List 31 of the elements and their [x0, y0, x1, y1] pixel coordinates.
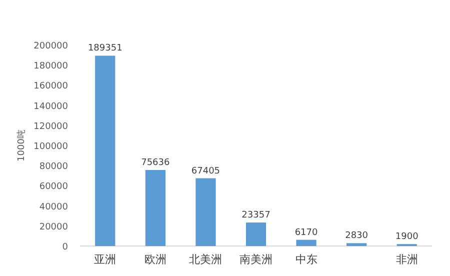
y-tick-label: 0 [62, 242, 68, 252]
x-tick-label: 中东 [295, 253, 318, 266]
data-label: 189351 [88, 44, 122, 54]
bar [346, 243, 367, 246]
x-tick-label: 亚洲 [94, 253, 116, 266]
y-tick-label: 160000 [34, 82, 68, 92]
x-tick-label: 南美洲 [240, 253, 272, 266]
y-tick-label: 60000 [39, 182, 68, 192]
data-label: 67405 [191, 166, 220, 176]
y-tick-label: 80000 [39, 162, 68, 172]
x-tick-label: 欧洲 [144, 253, 166, 266]
bar [296, 240, 316, 246]
data-label: 6170 [294, 228, 318, 238]
data-label: 23357 [242, 210, 270, 221]
y-tick-label: 40000 [39, 202, 68, 212]
x-tick-label: 北美洲 [189, 253, 222, 266]
y-tick-label: 20000 [39, 222, 68, 232]
data-label: 2830 [345, 231, 368, 242]
y-axis-title: 1000吨 [16, 130, 27, 162]
y-tick-label: 120000 [34, 122, 68, 132]
bar [95, 56, 116, 246]
data-label: 1900 [395, 232, 419, 242]
x-tick-label: 非洲 [396, 253, 418, 266]
y-tick-label: 140000 [34, 102, 68, 112]
y-tick-label: 200000 [34, 42, 68, 52]
bar [196, 178, 216, 246]
data-label: 75636 [141, 158, 170, 168]
y-tick-label: 180000 [34, 62, 68, 72]
bar [246, 222, 266, 246]
bar [145, 170, 166, 246]
y-tick-label: 100000 [34, 142, 68, 152]
